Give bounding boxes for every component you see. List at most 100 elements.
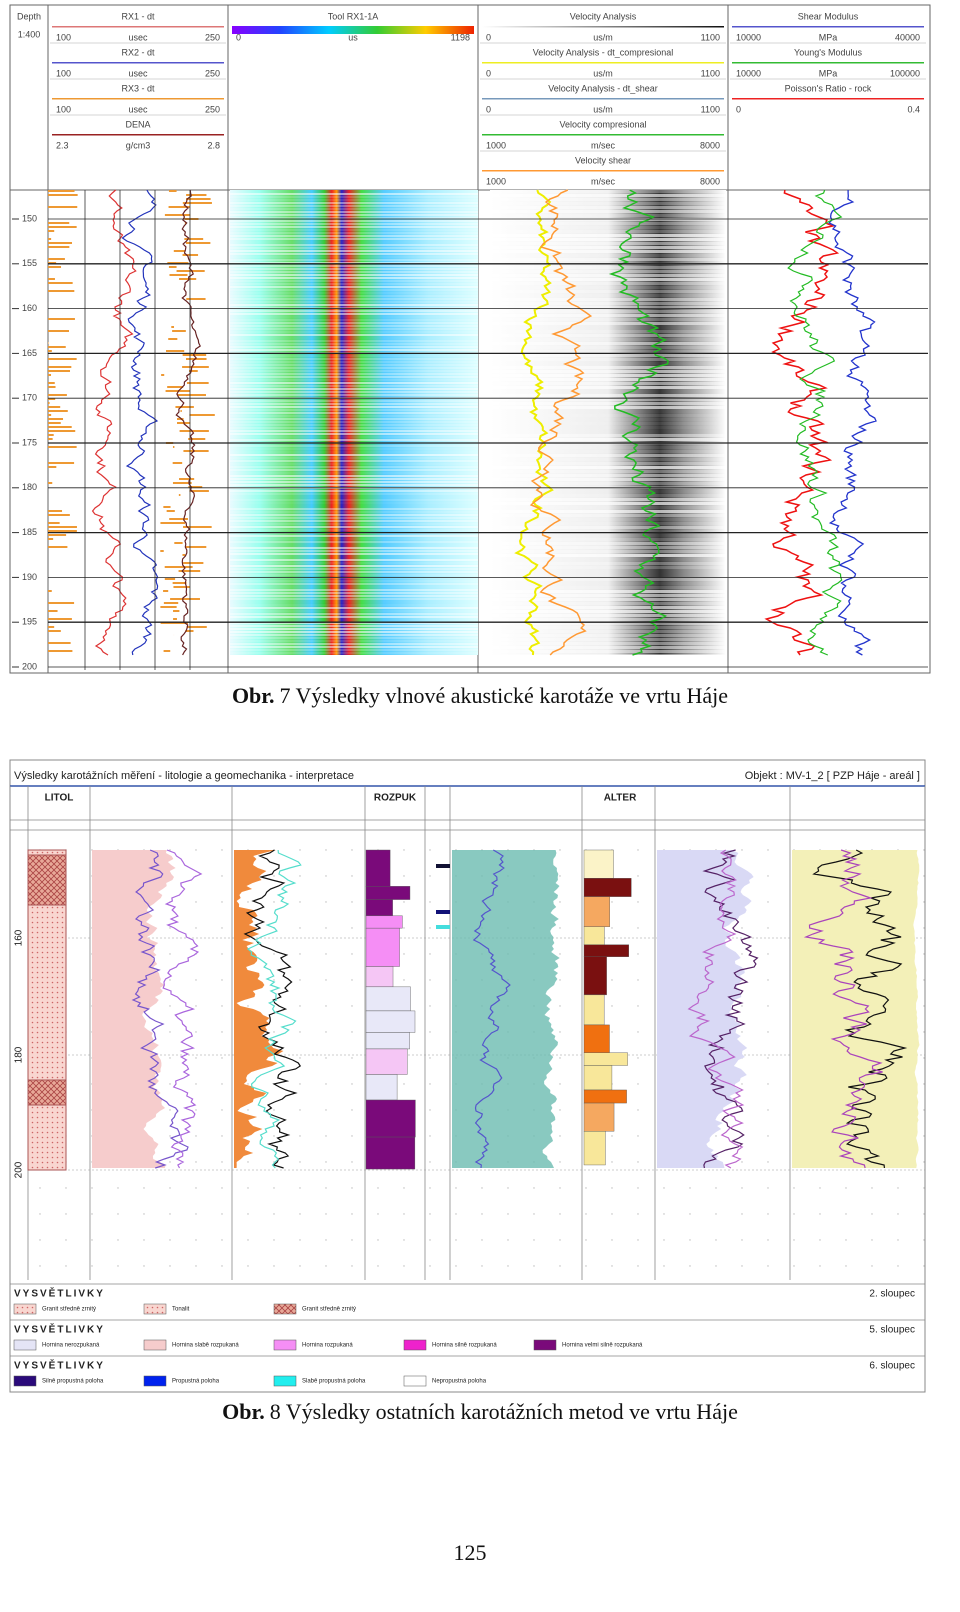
velocity-stripe [490,450,726,453]
velocity-stripe [490,410,726,413]
velocity-stripe [490,594,726,597]
spike [163,506,171,508]
waveform-stripe [230,277,478,279]
waveform-stripe [230,409,478,411]
grid-dot [325,1239,327,1241]
grid-dot [351,953,353,955]
legend-heading: VYSVĚTLIVKY [14,1323,105,1336]
grid-dot [715,1265,717,1267]
grid-dot [221,1213,223,1215]
spike [172,446,175,448]
interval-bar [365,1032,410,1050]
grid-dot [169,1031,171,1033]
velocity-stripe [490,482,726,485]
velocity-stripe [490,446,726,449]
grid-dot [507,1265,509,1267]
spike [163,590,169,592]
grid-dot [403,1239,405,1241]
legend-column: 5. sloupec [869,1325,915,1336]
curve-color [482,98,724,100]
spike [48,526,77,528]
grid-dot [871,1265,873,1267]
legend-column: 2. sloupec [869,1289,915,1300]
grid-dot [585,1187,587,1189]
velocity-stripe [490,298,726,301]
grid-dot [247,1265,249,1267]
grid-dot [195,1109,197,1111]
waveform-stripe [230,250,478,252]
scale-min: 0 [486,32,491,42]
grid-dot [429,1057,431,1059]
waveform-stripe [230,361,478,363]
grid-dot [377,1239,379,1241]
legend-swatch [273,1303,297,1315]
log-fill [452,850,560,1168]
legend-swatch [13,1303,37,1315]
grid-dot [351,849,353,851]
velocity-stripe [490,566,726,569]
grid-dot [403,979,405,981]
waveform-stripe [230,202,478,204]
grid-dot [923,1083,925,1085]
velocity-stripe [490,646,726,649]
grid-dot [195,1161,197,1163]
spike [167,262,189,264]
grid-dot [403,1083,405,1085]
grid-dot [481,1187,483,1189]
spike [48,398,56,400]
interval-bar [365,886,411,900]
waveform-stripe [230,433,478,435]
grid-dot [221,1109,223,1111]
grid-dot [221,901,223,903]
grid-dot [221,1161,223,1163]
spike [48,510,63,512]
spike [165,390,190,392]
velocity-stripe [490,510,726,513]
waveform-stripe [230,556,478,558]
waveform-stripe [230,424,478,426]
grid-dot [429,1265,431,1267]
spike [169,518,188,520]
grid-dot [429,1083,431,1085]
velocity-stripe [490,454,726,457]
waveform-stripe [230,637,478,639]
waveform-stripe [230,550,478,552]
curve-name: Shear Modulus [798,11,859,21]
curve-name: RX3 - dt [121,83,155,93]
velocity-stripe [490,306,726,309]
grid-dot [325,901,327,903]
grid-dot [169,1135,171,1137]
grid-dot [481,1239,483,1241]
grid-dot [169,1083,171,1085]
scale-unit: g/cm3 [126,140,151,150]
legend-heading: VYSVĚTLIVKY [14,1287,105,1300]
waveform-stripe [230,577,478,579]
velocity-stripe [490,290,726,293]
grid-dot [403,849,405,851]
grid-dot [351,1239,353,1241]
waveform-stripe [230,589,478,591]
depth-title: Depth [17,11,41,21]
spike [178,570,201,572]
spike [164,566,193,568]
grid-dot [767,1109,769,1111]
grid-dot [585,1265,587,1267]
spike [170,598,200,600]
grid-dot [247,1109,249,1111]
spike [182,554,186,556]
grid-dot [299,979,301,981]
grid-dot [299,1005,301,1007]
waveform-stripe [230,613,478,615]
interval-bar [365,927,400,967]
velocity-stripe [490,474,726,477]
grid-dot [169,953,171,955]
grid-dot [325,875,327,877]
grid-dot [845,1239,847,1241]
grid-dot [195,979,197,981]
scale-max: 250 [205,32,220,42]
spike [186,382,209,384]
grid-dot [663,1239,665,1241]
permeability-bar [436,864,450,868]
waveform-stripe [230,289,478,291]
grid-dot [247,1213,249,1215]
